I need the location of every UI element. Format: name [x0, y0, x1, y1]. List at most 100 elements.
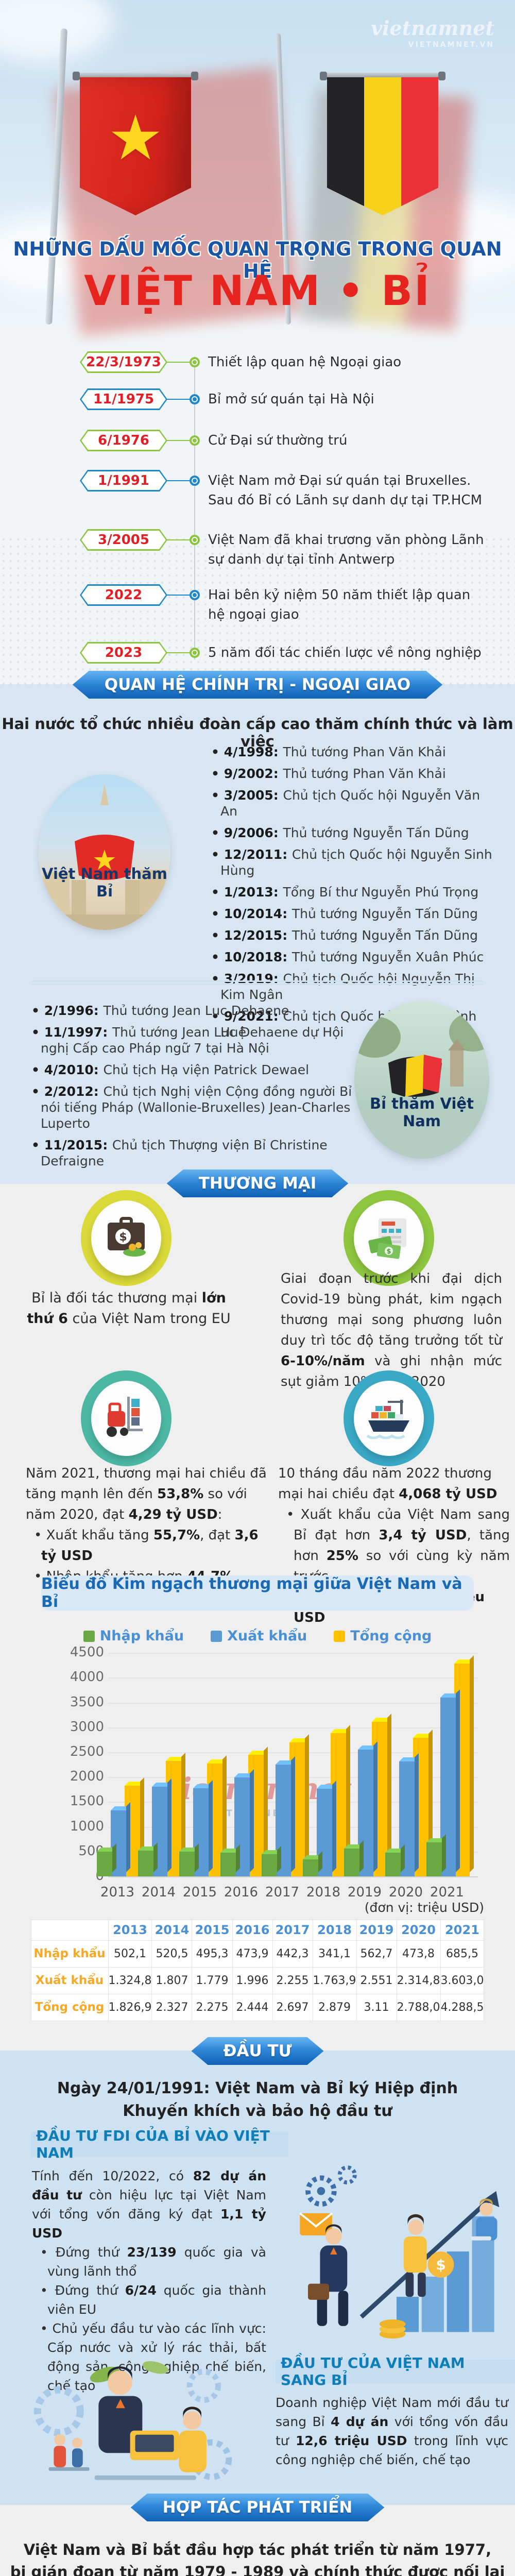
chart-bar-Nhập khẩu — [303, 1859, 318, 1876]
timeline-connector — [166, 440, 190, 441]
chart-bar-Nhập khẩu — [262, 1854, 277, 1876]
visit-item: 9/2006: Thủ tướng Nguyễn Tấn Dũng — [208, 825, 496, 841]
vietnam-visit-photo: ★ Việt Nam thăm Bỉ — [39, 774, 170, 930]
timeline-dot — [190, 535, 200, 545]
legend-swatch — [211, 1630, 222, 1642]
forklift-icon — [91, 1381, 161, 1456]
timeline-connector — [166, 539, 190, 540]
chart-gridline — [108, 1702, 478, 1704]
timeline-date-label: 2023 — [81, 643, 166, 662]
table-year-header: 2017 — [272, 1919, 313, 1941]
chart-x-tick-label: 2016 — [224, 1885, 259, 1900]
visit-item: 10/2014: Thủ tướng Nguyễn Tấn Dũng — [208, 906, 496, 922]
visit-item: 12/2011: Chủ tịch Quốc hội Nguyễn Sinh H… — [208, 846, 496, 878]
table-row-label: Tổng cộng — [30, 1993, 109, 2021]
table-value-cell: 495,3 — [192, 1940, 233, 1968]
timeline-date-label: 6/1976 — [81, 431, 166, 450]
table-value-cell: 3.603,0 — [440, 1967, 485, 1994]
trade-banner: THƯƠNG MẠI — [167, 1170, 349, 1197]
timeline-dot — [190, 476, 200, 486]
chart-x-tick-label: 2019 — [347, 1885, 382, 1900]
brussels-grand-place-illustration: ★ — [39, 784, 170, 930]
timeline-dot — [190, 648, 200, 658]
timeline-date-badge: 11/1975 — [80, 388, 167, 410]
watermark-logo-text: vietnamnet — [370, 16, 494, 40]
table-value-cell: 1.807 — [151, 1967, 193, 1994]
timeline-item-text: 5 năm đối tác chiến lược về nông nghiệp — [208, 645, 482, 660]
timeline-date-badge: 2022 — [80, 584, 167, 606]
chart-bar-Nhập khẩu — [179, 1852, 195, 1876]
chart-x-tick-label: 2020 — [388, 1885, 423, 1900]
table-value-cell: 2.444 — [232, 1993, 273, 2021]
fdi-in-bullet-1: Đứng thứ 23/139 quốc gia và vùng lãnh th… — [32, 2243, 266, 2281]
chart-gridline — [108, 1677, 478, 1679]
chart-bar-Nhập khẩu — [344, 1849, 359, 1876]
timeline-date-badge: 2023 — [80, 642, 167, 664]
coop-heading-line2: bị gián đoạn từ năm 1979 - 1989 và chính… — [10, 2563, 505, 2576]
visit-item: 2/1996: Thủ tướng Jean Luc Dehaene — [28, 1003, 358, 1019]
table-year-header: 2019 — [356, 1919, 397, 1941]
visit-item: 11/2015: Chủ tịch Thượng viện Bỉ Christi… — [28, 1137, 358, 1169]
trade-fact-1: Bỉ là đối tác thương mại lớn thứ 6 của V… — [27, 1290, 231, 1327]
coop-heading-line1: Việt Nam và Bỉ bắt đầu hợp tác phát triể… — [23, 2541, 492, 2558]
chart-gridline — [108, 1727, 478, 1728]
briefcase-dollar-icon: $ — [91, 1200, 161, 1276]
table-row-label: Xuất khẩu — [30, 1967, 109, 1994]
table-value-cell: 2.255 — [272, 1967, 313, 1994]
chart-bar-Nhập khẩu — [97, 1852, 112, 1876]
timeline-date-label: 2022 — [81, 586, 166, 604]
table-value-cell: 2.879 — [312, 1993, 357, 2021]
visit-item: 9/2002: Thủ tướng Phan Văn Khải — [208, 766, 496, 782]
belgium-visit-photo: Bỉ thăm Việt Nam — [354, 1001, 489, 1159]
container-ship-icon — [354, 1381, 424, 1456]
timeline-vertical-line — [194, 357, 195, 659]
table-value-cell: 473,9 — [232, 1940, 273, 1968]
timeline-date-badge: 22/3/1973 — [80, 351, 167, 373]
chart-gridline — [108, 1653, 478, 1654]
trade-data-table: 2013 2014 2015 2016 2017 2018 2019 2020 2021 Nhập… — [30, 1919, 485, 2021]
table-value-cell: 685,5 — [440, 1940, 485, 1968]
chart-bar-Nhập khẩu — [138, 1851, 153, 1876]
table-value-cell: 1.763,9 — [312, 1967, 357, 1994]
belgium-visits-list: 2/1996: Thủ tướng Jean Luc Dehaene 11/199… — [28, 1003, 358, 1175]
be-visit-caption: Bỉ thăm Việt Nam — [370, 1095, 474, 1130]
trade-fact-4-bullet-1: Xuất khẩu của Việt Nam sang Bỉ đạt hơn 3… — [278, 1504, 510, 1587]
table-year-header: 2015 — [192, 1919, 233, 1941]
visit-item: 11/1997: Thủ tướng Jean Luc Dehaene dự H… — [28, 1024, 358, 1056]
table-value-cell: 473,8 — [396, 1940, 441, 1968]
trade-icon-ring: $ — [81, 1190, 171, 1286]
fdi-in-bullet-2: Đứng thứ 6/24 quốc gia thành viên EU — [32, 2281, 266, 2319]
table-value-cell: 341,1 — [312, 1940, 357, 1968]
coop-banner: HỢP TÁC PHÁT TRIỂN — [131, 2494, 385, 2521]
fdi-out-title: ĐẦU TƯ CỦA VIỆT NAM SANG BỈ — [276, 2354, 515, 2388]
fdi-in-intro: Tính đến 10/2022, có 82 dự án đầu tư còn… — [32, 2168, 267, 2241]
chart-x-tick-label: 2014 — [141, 1885, 176, 1900]
timeline-date-label: 22/3/1973 — [81, 353, 166, 371]
table-year-header: 2016 — [232, 1919, 273, 1941]
vietnam-star-icon: ★ — [108, 103, 163, 174]
svg-text:$: $ — [436, 2257, 445, 2273]
table-value-cell: 4.288,5 — [440, 1993, 485, 2021]
timeline-item-text: Việt Nam mở Đại sứ quán tại Bruxelles. S… — [208, 473, 483, 508]
chart-bar-Nhập khẩu — [385, 1853, 401, 1876]
chart-x-tick-label: 2015 — [182, 1885, 217, 1900]
chart-y-tick-label: 4500 — [70, 1645, 104, 1660]
coop-heading: Việt Nam và Bỉ bắt đầu hợp tác phát triể… — [0, 2539, 515, 2576]
table-value-cell: 1.779 — [192, 1967, 233, 1994]
chart-legend: Nhập khẩu Xuất khẩu Tổng cộng — [0, 1628, 515, 1644]
invest-heading-line2: Khuyến khích và bảo hộ đầu tư — [123, 2102, 392, 2120]
hoan-kiem-lake-illustration — [354, 1012, 489, 1159]
table-year-header: 2020 — [396, 1919, 441, 1941]
visit-item: 3/2005: Chủ tịch Quốc hội Nguyễn Văn An — [208, 787, 496, 819]
timeline-date-badge: 6/1976 — [80, 430, 167, 451]
visit-item: 4/2010: Chủ tịch Hạ viện Patrick Dewael — [28, 1062, 358, 1078]
trade-fact-3-intro: Năm 2021, thương mại hai chiều đã tăng m… — [26, 1466, 267, 1522]
table-value-cell: 1.826,9 — [108, 1993, 152, 2021]
page-title-line2: VIỆT NAM • BỈ — [84, 267, 431, 315]
trade-icon-ring — [81, 1370, 171, 1466]
chart-title: Biểu đồ Kim ngạch thương mại giữa Việt N… — [41, 1575, 474, 1611]
table-value-cell: 1.324,8 — [108, 1967, 152, 1994]
timeline-date-label: 11/1975 — [81, 390, 166, 409]
chart-x-tick-label: 2021 — [430, 1885, 465, 1900]
vietnamnet-watermark: vietnamnet VIETNAMNET.VN — [370, 16, 494, 49]
